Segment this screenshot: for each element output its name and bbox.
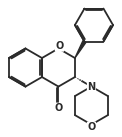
Text: O: O bbox=[55, 41, 64, 51]
Text: O: O bbox=[54, 103, 63, 113]
Text: N: N bbox=[87, 82, 96, 92]
Text: O: O bbox=[87, 122, 96, 132]
Polygon shape bbox=[75, 41, 86, 58]
